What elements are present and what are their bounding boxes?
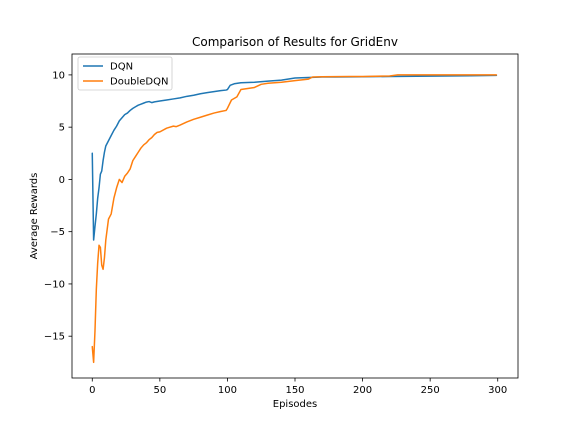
series-layer: [91, 74, 498, 364]
y-tick-label: −5: [50, 227, 65, 238]
x-tick-label: 300: [488, 385, 507, 396]
y-tick-label: 5: [59, 123, 65, 134]
legend-label-doubledqn: DoubleDQN: [110, 77, 169, 88]
x-axis-label: Episodes: [273, 399, 317, 410]
chart-title: Comparison of Results for GridEnv: [192, 35, 398, 49]
legend: DQN DoubleDQN: [77, 56, 173, 91]
series-line-doubledqn: [91, 74, 498, 364]
x-axis-ticks: 0 50 100 150 200 250 300: [89, 378, 507, 396]
x-tick-label: 0: [89, 385, 95, 396]
y-tick-label: −10: [44, 279, 65, 290]
x-tick-label: 100: [218, 385, 237, 396]
x-tick-label: 50: [153, 385, 166, 396]
x-tick-label: 200: [353, 385, 372, 396]
y-tick-label: 10: [52, 70, 65, 81]
legend-label-dqn: DQN: [110, 62, 133, 73]
y-tick-label: 0: [59, 175, 65, 186]
series-line-dqn: [91, 74, 498, 241]
x-tick-label: 150: [285, 385, 304, 396]
y-axis-ticks: −15 −10 −5 0 5 10: [44, 70, 72, 343]
y-axis-label: Average Rewards: [29, 173, 40, 260]
x-tick-label: 250: [421, 385, 440, 396]
y-tick-label: −15: [44, 332, 65, 343]
